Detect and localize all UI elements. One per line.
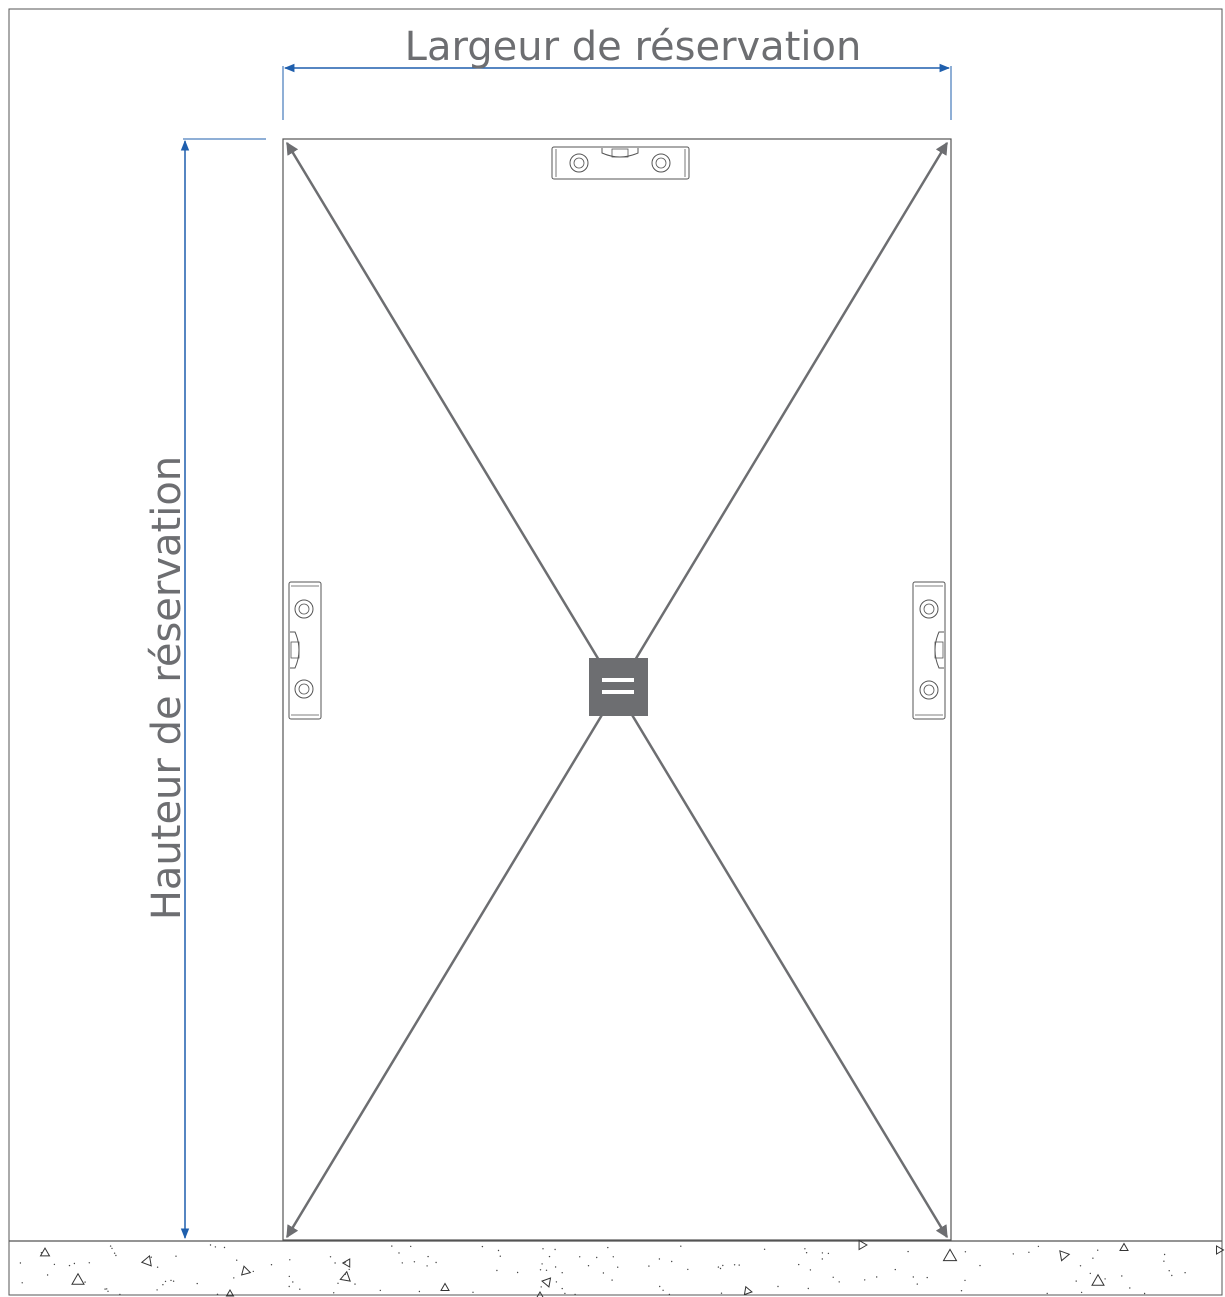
equal-icon (589, 658, 648, 716)
height-dimension: Hauteur de réservation (144, 138, 266, 1240)
height-label: Hauteur de réservation (144, 456, 190, 920)
spirit-level-icon (288, 581, 322, 720)
concrete-floor (9, 1239, 1225, 1297)
spirit-level-icon (912, 581, 946, 720)
width-label: Largeur de réservation (405, 24, 862, 70)
spirit-level-icon (551, 146, 690, 180)
page-border (8, 8, 1223, 1296)
width-dimension: Largeur de réservation (282, 24, 952, 120)
